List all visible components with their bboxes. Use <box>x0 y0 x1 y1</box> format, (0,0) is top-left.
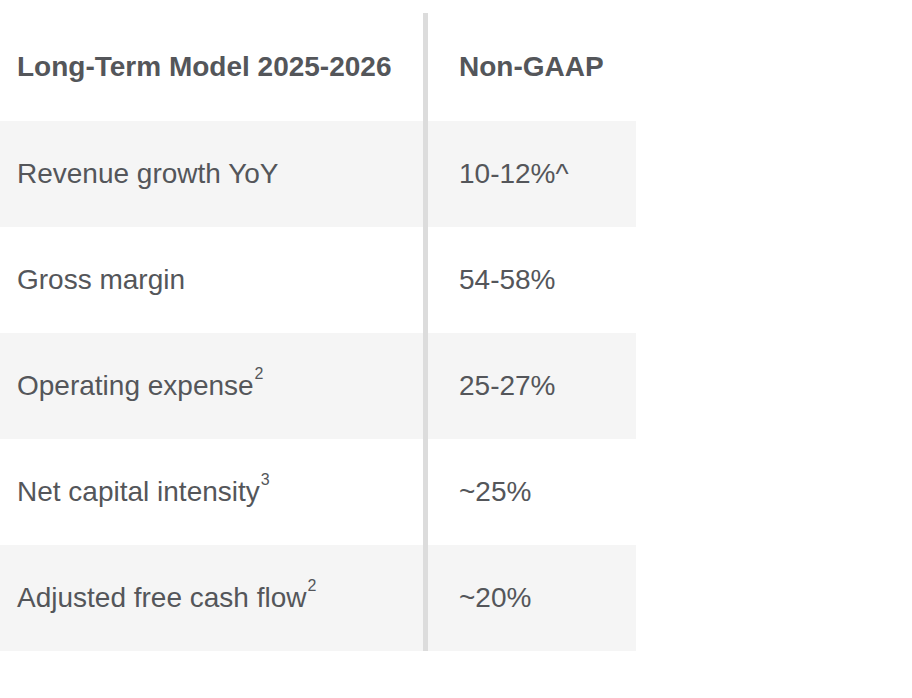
row-value: 10-12%^ <box>423 121 636 227</box>
row-value: ~25% <box>423 439 636 545</box>
row-label-text: Operating expense <box>17 369 254 403</box>
table-row-net-capital-intensity: Net capital intensity3 ~25% <box>0 439 636 545</box>
row-value: 25-27% <box>423 333 636 439</box>
row-label: Operating expense2 <box>0 333 423 439</box>
row-value: ~20% <box>423 545 636 651</box>
table-row-revenue-growth: Revenue growth YoY 10-12%^ <box>0 121 636 227</box>
row-label: Revenue growth YoY <box>0 121 423 227</box>
row-label-text: Adjusted free cash flow <box>17 581 307 615</box>
table-title: Long-Term Model 2025-2026 <box>0 13 423 121</box>
table-row-operating-expense: Operating expense2 25-27% <box>0 333 636 439</box>
row-value: 54-58% <box>423 227 636 333</box>
row-label-text: Gross margin <box>17 263 185 297</box>
row-label: Adjusted free cash flow2 <box>0 545 423 651</box>
table-header-row: Long-Term Model 2025-2026 Non-GAAP <box>0 13 636 121</box>
row-label-text: Revenue growth YoY <box>17 157 279 191</box>
row-label: Gross margin <box>0 227 423 333</box>
table-row-adjusted-free-cash-flow: Adjusted free cash flow2 ~20% <box>0 545 636 651</box>
row-label-text: Net capital intensity <box>17 475 260 509</box>
column-header-non-gaap: Non-GAAP <box>423 13 636 121</box>
row-label: Net capital intensity3 <box>0 439 423 545</box>
long-term-model-table: Long-Term Model 2025-2026 Non-GAAP Reven… <box>0 13 636 651</box>
table-row-gross-margin: Gross margin 54-58% <box>0 227 636 333</box>
